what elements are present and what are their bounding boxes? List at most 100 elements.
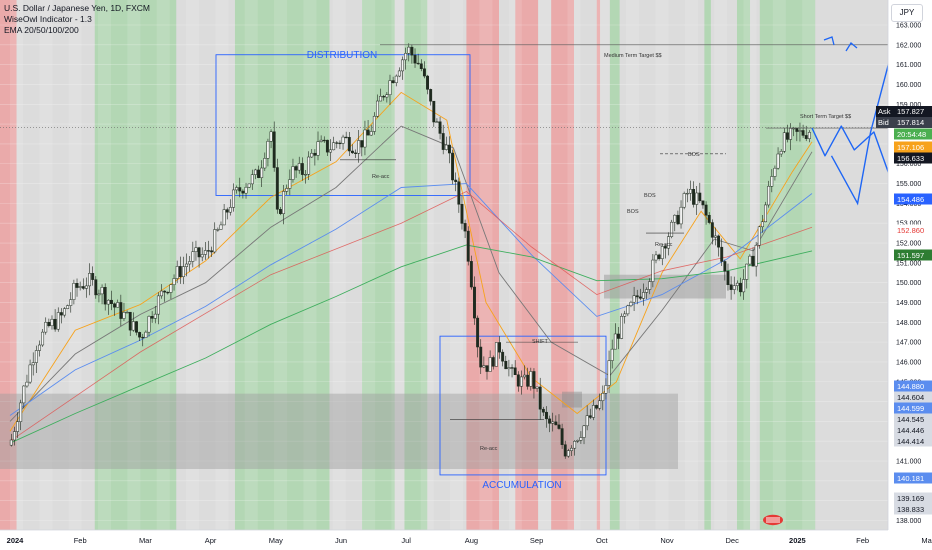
- candle-body: [551, 421, 555, 424]
- demand-zone-small: [562, 391, 582, 408]
- candle-body: [253, 169, 257, 175]
- candle-body: [401, 59, 404, 72]
- candle-body: [479, 346, 483, 368]
- level-tag-8-bg: [894, 492, 932, 504]
- symbol-title[interactable]: U.S. Dollar / Japanese Yen, 1D, FXCM: [4, 3, 150, 13]
- zone-bear-8: [596, 0, 601, 530]
- level-tag-5-bg: [894, 424, 932, 436]
- candle-body: [244, 186, 248, 194]
- candle-body: [785, 132, 789, 140]
- ema100-tag: 152.860: [897, 226, 924, 235]
- level-tag-4: 144.545: [897, 415, 924, 424]
- candle-body: [147, 316, 151, 333]
- projection-arrow-head: [823, 36, 835, 46]
- candle-body: [150, 316, 154, 319]
- candle-body: [69, 299, 73, 306]
- candle-body: [169, 284, 173, 293]
- candle-body: [660, 246, 664, 259]
- ema200-tag: 151.597: [897, 251, 924, 260]
- projection-alt-line: [830, 44, 895, 206]
- bid-tag-bg: [876, 117, 932, 128]
- candle-body: [181, 266, 185, 277]
- candle-body: [31, 362, 35, 366]
- candle-body: [695, 192, 699, 205]
- candle-body: [604, 385, 608, 394]
- y-tick-146: 146.000: [896, 359, 921, 366]
- candle-body: [407, 46, 411, 54]
- x-tick-may-4: May: [269, 536, 283, 545]
- candle-body: [122, 312, 126, 319]
- time-axis[interactable]: 2024 Feb Mar Apr May Jun Jul Aug Sep Oct Nov Dec 202…: [0, 529, 932, 550]
- candle-body: [282, 191, 286, 214]
- x-tick-dec-11: Dec: [726, 536, 740, 545]
- candle-body: [235, 187, 239, 191]
- candle-body: [379, 96, 383, 102]
- candle-body: [360, 140, 364, 148]
- candle-body: [210, 250, 214, 253]
- candle-body: [441, 133, 445, 150]
- candle-body: [764, 204, 767, 223]
- candle-body: [178, 266, 182, 277]
- x-tick-mar-14: Mar: [921, 536, 932, 545]
- x-tick-mar-2: Mar: [139, 536, 152, 545]
- candle-body: [491, 357, 495, 367]
- candle-body: [194, 247, 198, 252]
- zone-stripe: [479, 0, 493, 530]
- candle-body: [238, 187, 242, 192]
- candle-body: [526, 374, 530, 387]
- currency-button[interactable]: JPY: [891, 4, 923, 22]
- x-tick-feb-13: Feb: [856, 536, 869, 545]
- bos-label-2: BOS: [644, 193, 656, 199]
- candle-body: [416, 62, 420, 65]
- candle-body: [638, 296, 642, 299]
- candle-body: [175, 266, 179, 279]
- tradingview-logo-icon[interactable]: [762, 514, 784, 526]
- ema-title[interactable]: EMA 20/50/100/200: [4, 25, 79, 35]
- candle-body: [473, 286, 476, 319]
- candle-body: [776, 153, 780, 169]
- zone-bull-9: [609, 0, 620, 530]
- ema-line-1: [9, 125, 813, 422]
- candle-body: [338, 142, 342, 145]
- candle-body: [795, 127, 799, 132]
- candle-body: [135, 321, 138, 333]
- zone-stripe: [156, 0, 170, 530]
- indicator-title[interactable]: WiseOwl Indicator - 1.3: [4, 14, 92, 24]
- zone-bull-11: [736, 0, 751, 530]
- candle-body: [322, 139, 326, 142]
- candle-body: [44, 321, 48, 333]
- candle-body: [347, 137, 351, 152]
- ema-lines: [9, 91, 813, 444]
- candle-body: [106, 299, 110, 305]
- candle-body: [247, 183, 251, 188]
- candle-body: [335, 142, 339, 144]
- candle-body: [422, 68, 426, 77]
- candle-body: [710, 222, 714, 238]
- candle-body: [629, 301, 633, 307]
- candle-body: [382, 96, 386, 98]
- candle-body: [216, 229, 220, 231]
- candle-body: [447, 144, 451, 154]
- candle-body: [642, 292, 645, 299]
- candle-body: [570, 447, 573, 451]
- ema-last-tag-bg: [894, 152, 932, 164]
- candle-body: [498, 342, 501, 353]
- y-tick-148: 148.000: [896, 320, 921, 327]
- candle-body: [626, 305, 630, 315]
- y-tick-153: 153.000: [896, 221, 921, 228]
- candle-body: [538, 386, 542, 410]
- price-axis-bg: [888, 0, 932, 550]
- candle-body: [663, 246, 667, 249]
- candle-body: [698, 192, 702, 202]
- candle-body: [494, 342, 498, 367]
- candle-body: [426, 75, 429, 90]
- re-acc-label-3: Re-acc: [655, 242, 673, 248]
- y-tick-152: 152.000: [896, 241, 921, 248]
- candle-body: [163, 290, 167, 293]
- candle-body: [363, 129, 367, 148]
- candle-body: [25, 381, 29, 387]
- level-tag-2: 144.604: [897, 393, 924, 402]
- distribution-label: DISTRIBUTION: [307, 50, 378, 61]
- price-axis[interactable]: 138.000139.000140.000141.000142.000143.0…: [887, 0, 932, 550]
